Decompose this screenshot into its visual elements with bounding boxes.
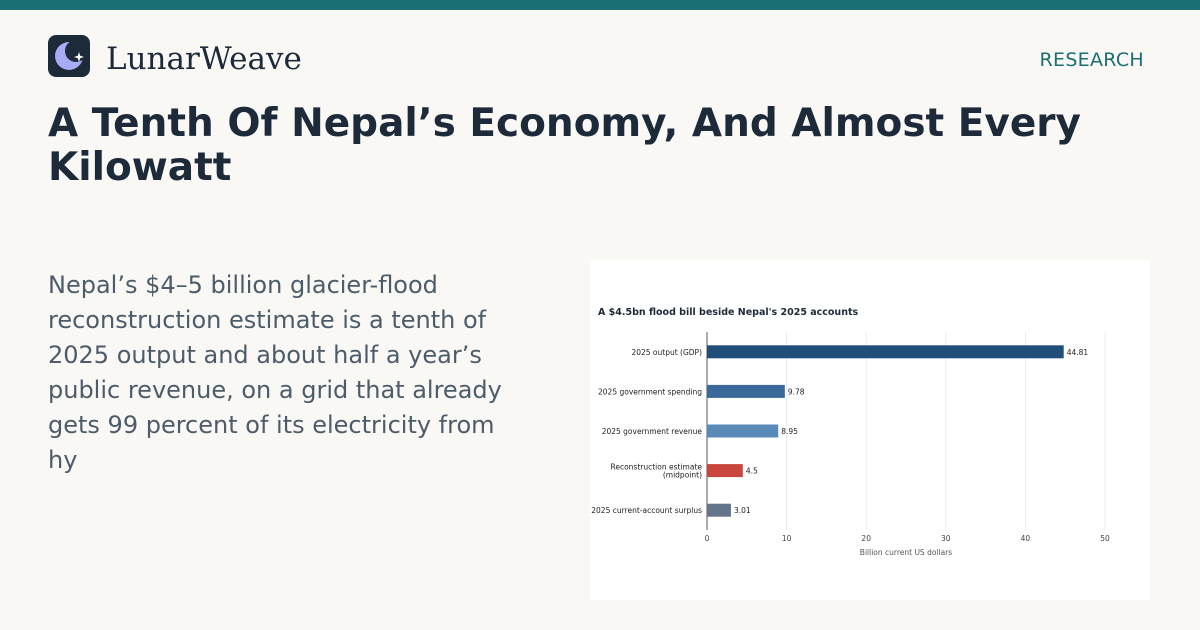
brand-name[interactable]: LunarWeave [106, 41, 302, 77]
bar [707, 424, 779, 438]
chart-card: A $4.5bn flood bill beside Nepal's 2025 … [590, 260, 1150, 600]
x-tick-label: 10 [782, 534, 792, 543]
chart-title: A $4.5bn flood bill beside Nepal's 2025 … [598, 307, 859, 318]
article-dek: Nepal’s $4–5 billion glacier-flood recon… [48, 271, 502, 474]
x-axis-label: Billion current US dollars [860, 548, 952, 557]
bar [707, 384, 785, 398]
category-label: 2025 output (GDP) [631, 348, 702, 357]
bar-value-label: 8.95 [781, 427, 798, 436]
crescent-moon-star-icon [48, 35, 90, 77]
x-tick-label: 40 [1021, 534, 1031, 543]
bar-chart: A $4.5bn flood bill beside Nepal's 2025 … [591, 307, 1110, 557]
x-tick-label: 20 [861, 534, 871, 543]
bar [707, 464, 743, 478]
category-label: 2025 government spending [598, 387, 702, 396]
bar-value-label: 44.81 [1067, 348, 1089, 357]
bar [707, 503, 731, 517]
bar-value-label: 9.78 [788, 387, 805, 396]
category-label: 2025 current-account surplus [591, 506, 702, 515]
x-tick-label: 0 [705, 534, 710, 543]
bar-value-label: 3.01 [734, 506, 751, 515]
bar-value-label: 4.5 [746, 467, 758, 476]
x-tick-label: 50 [1100, 534, 1110, 543]
category-label: 2025 government revenue [602, 427, 703, 436]
category-label: Reconstruction estimate [610, 463, 702, 472]
article-headline: A Tenth Of Nepal’s Economy, And Almost E… [48, 101, 1081, 190]
x-tick-label: 30 [941, 534, 951, 543]
section-label[interactable]: RESEARCH [1039, 49, 1144, 71]
bar [707, 345, 1064, 359]
accent-top-bar [0, 0, 1200, 10]
category-label: (midpoint) [663, 471, 702, 480]
